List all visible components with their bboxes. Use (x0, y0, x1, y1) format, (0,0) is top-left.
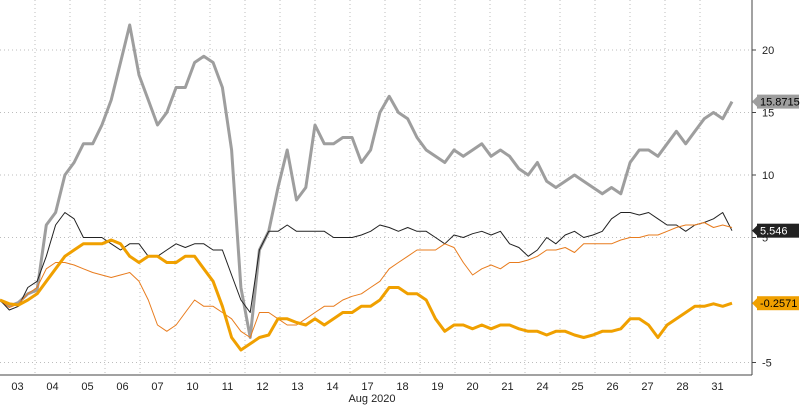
last-value-badge: -0.2571 (752, 296, 799, 311)
y-tick-label: 10 (762, 170, 774, 182)
x-tick-label: 04 (46, 381, 58, 393)
badge-bg (757, 94, 799, 109)
badge-pointer (752, 225, 757, 236)
x-tick-label: 14 (326, 381, 338, 393)
last-value-badges: 15.8715 5.546 -0.2571 (752, 94, 800, 311)
badge-pointer (752, 96, 757, 107)
badge-label: 15.8715 (760, 97, 800, 109)
series-line (0, 23, 734, 339)
y-tick-label: 20 (762, 45, 774, 57)
x-tick-label: 05 (81, 381, 93, 393)
badge-pointer (752, 298, 757, 309)
x-tick-label: 24 (536, 381, 548, 393)
x-tick-label: 19 (431, 381, 443, 393)
x-tick-label: 21 (501, 381, 513, 393)
y-tick-labels: 20 15 10 5 -5 (752, 45, 774, 370)
x-tick-label: 17 (361, 381, 373, 393)
x-tick-label: 12 (256, 381, 268, 393)
x-tick-label: 03 (11, 381, 23, 393)
series-line (0, 238, 733, 352)
x-tick-label: 27 (641, 381, 653, 393)
series-group (0, 23, 734, 352)
x-tick-label: 26 (606, 381, 618, 393)
x-tick-label: 31 (711, 381, 723, 393)
y-tick-label: 5 (762, 233, 768, 245)
last-value-badge: 5.546 (752, 223, 799, 238)
x-tick-label: 06 (116, 381, 128, 393)
x-tick-label: 18 (396, 381, 408, 393)
x-axis-label: Aug 2020 (348, 393, 395, 405)
badge-bg (757, 296, 799, 311)
x-tick-label: 11 (222, 381, 233, 393)
x-tick-label: 07 (151, 381, 163, 393)
badge-label: -0.2571 (760, 298, 797, 310)
x-tick-label: 28 (676, 381, 688, 393)
x-tick-labels: 03 04 05 06 07 10 11 12 13 14 17 18 19 20 21 24 25 26 27 28… (11, 381, 723, 393)
x-tick-label: 20 (466, 381, 478, 393)
series-line (0, 222, 733, 338)
y-tick-label: -5 (762, 358, 772, 370)
y-tick-label: 15 (762, 108, 774, 120)
last-value-badge: 15.8715 (752, 94, 800, 109)
badge-label: 5.546 (760, 226, 788, 238)
x-tick-label: 13 (291, 381, 303, 393)
badge-bg (757, 223, 799, 238)
series-line (0, 212, 733, 313)
x-tick-label: 10 (186, 381, 198, 393)
x-tick-label: 25 (571, 381, 583, 393)
